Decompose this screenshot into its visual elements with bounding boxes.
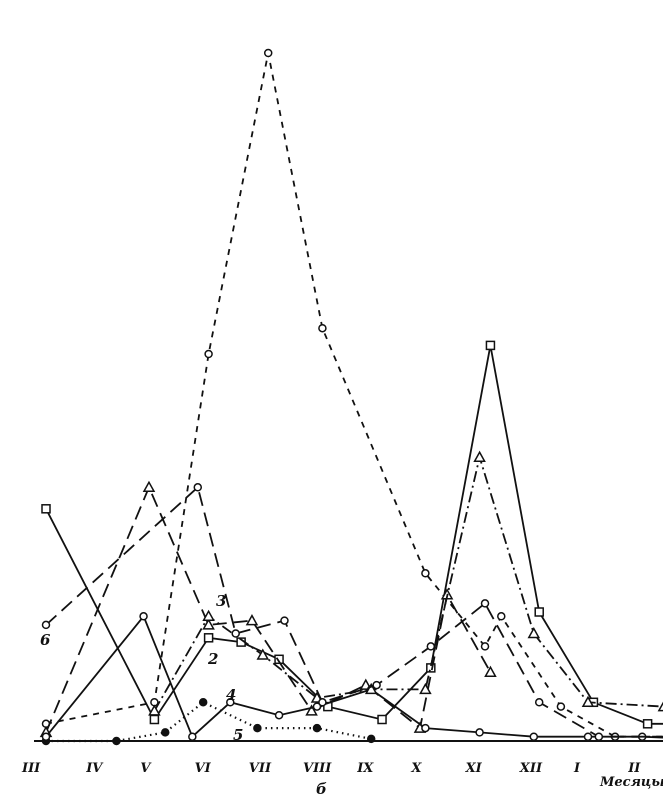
series-5-point	[475, 728, 484, 737]
series-6-line	[153, 453, 663, 712]
series-6-point	[202, 609, 215, 622]
x-tick-label: I	[573, 761, 581, 776]
series-5-point	[41, 732, 51, 741]
x-tick-label: X	[410, 761, 422, 776]
series-1-point	[263, 48, 273, 58]
series-1	[41, 48, 663, 741]
series-6-point	[527, 626, 541, 639]
x-tick-label: III	[21, 761, 41, 776]
series-7-point	[193, 483, 203, 492]
x-tick-label: VIII	[303, 761, 332, 776]
series-7-point	[480, 599, 490, 608]
series-5-point	[188, 732, 197, 741]
series-6-point	[148, 704, 161, 716]
series-3-line	[45, 485, 492, 733]
series-2-point	[377, 714, 387, 725]
series-1-point	[204, 349, 213, 359]
series-5	[41, 612, 663, 741]
x-tick-label: VI	[195, 761, 212, 776]
x-tick-label: V	[140, 761, 152, 776]
x-tick-label: IV	[85, 761, 104, 776]
series-6	[148, 450, 663, 716]
series-layer	[39, 48, 663, 746]
series-6-point	[581, 695, 595, 708]
series-7-point	[534, 698, 544, 707]
x-tick-label: VII	[249, 761, 272, 776]
series-label-5: 5	[233, 726, 243, 744]
series-7-point	[426, 642, 436, 651]
x-tick-label: XI	[465, 761, 483, 776]
series-4-point	[160, 728, 170, 737]
series-3-point	[142, 480, 156, 493]
series-7-point	[594, 732, 604, 741]
series-2-line	[45, 345, 663, 725]
series-6-point	[364, 682, 378, 695]
series-6-point	[473, 450, 486, 462]
series-7-line	[45, 485, 663, 738]
series-5-point	[529, 732, 539, 741]
series-4-point	[253, 723, 262, 733]
series-7-point	[372, 680, 381, 690]
series-3-point	[305, 704, 318, 716]
series-2-point	[149, 714, 160, 725]
series-6-point	[419, 682, 432, 695]
series-2-point	[203, 633, 214, 643]
series-7-point	[41, 620, 51, 630]
series-2-point	[642, 719, 653, 729]
series-label-3: 3	[216, 592, 226, 610]
series-5-point	[226, 698, 235, 707]
series-label-4: 4	[226, 686, 236, 704]
series-2-point	[41, 504, 51, 514]
series-5-point	[312, 702, 322, 711]
figure-caption: б	[316, 780, 327, 795]
series-5-point	[583, 732, 593, 741]
x-tick-label: II	[627, 761, 641, 776]
x-axis-label: Месяцы	[599, 775, 663, 790]
series-1-point	[318, 323, 327, 333]
series-2	[41, 340, 663, 729]
series-2-point	[485, 340, 496, 351]
series-4-point	[312, 723, 322, 733]
series-6-point	[256, 648, 270, 660]
series-1-point	[421, 569, 430, 578]
series-6-point	[657, 701, 663, 712]
series-2-point	[274, 654, 284, 665]
series-3	[39, 480, 497, 738]
series-3-point	[484, 665, 497, 677]
series-4-point	[198, 698, 208, 707]
series-1-line	[45, 52, 663, 738]
series-label-6: 6	[40, 631, 51, 649]
series-7	[41, 483, 663, 741]
series-7-point	[280, 616, 289, 625]
x-tick-labels: III IV V VI VII VIII IX X XI XII I II	[21, 761, 641, 776]
series-2-point	[534, 607, 544, 617]
series-7-point	[318, 698, 327, 707]
series-1-point	[480, 642, 490, 651]
series-3-point	[202, 618, 215, 630]
series-label-2: 2	[207, 650, 218, 668]
x-tick-label: IX	[356, 761, 374, 776]
series-1-point	[556, 702, 566, 711]
series-1-point	[497, 612, 506, 621]
series-5-point	[421, 723, 430, 733]
series-5-line	[45, 614, 663, 739]
series-3-point	[245, 614, 259, 626]
x-tick-label: XII	[519, 761, 543, 776]
series-5-point	[274, 710, 284, 720]
series-7-point	[231, 629, 240, 638]
series-5-point	[139, 612, 148, 621]
